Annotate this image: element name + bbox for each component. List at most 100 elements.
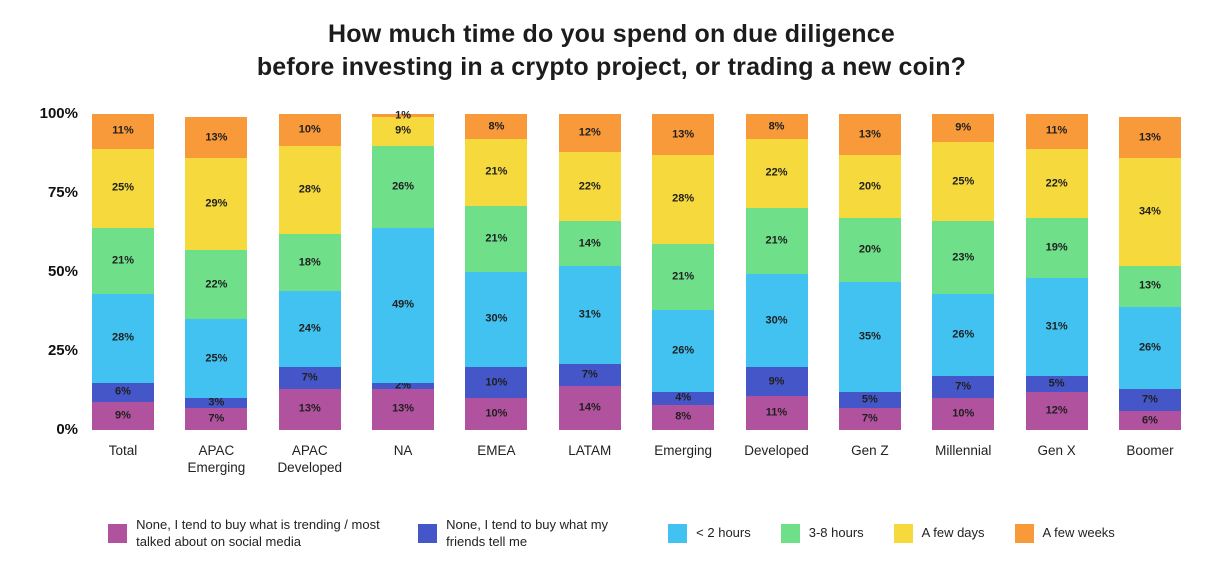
bar-column: 13% 7% 24% 18% 28% 10% APAC Developed (277, 114, 342, 477)
bar-segment: 6% (1118, 411, 1181, 430)
legend-item: < 2 hours (668, 524, 751, 544)
bar-segment: 35% (838, 281, 901, 393)
segment-value-label: 26% (952, 328, 975, 341)
segment-value-label: 13% (672, 128, 695, 141)
stacked-bar: 10% 7% 26% 23% 25% 9% (932, 114, 995, 430)
bar-column: 10% 10% 30% 21% 21% 8% EMEA (465, 114, 528, 477)
segment-value-label: 7% (955, 380, 972, 393)
stacked-bar: 12% 5% 31% 19% 22% 11% (1025, 114, 1088, 430)
bar-segment: 11% (745, 395, 808, 430)
y-axis-label: 0% (56, 421, 78, 438)
bar-segment: 20% (838, 155, 901, 219)
segment-value-label: 22% (205, 278, 228, 291)
stacked-bar: 6% 7% 26% 13% 34% 13% (1118, 114, 1181, 430)
segment-value-label: 22% (1045, 177, 1068, 190)
legend-label: A few days (921, 525, 985, 541)
segment-value-label: 9% (768, 375, 785, 388)
y-axis-label: 25% (47, 342, 78, 359)
bar-segment: 22% (745, 139, 808, 208)
segment-value-label: 9% (955, 121, 972, 134)
legend-item: A few weeks (1014, 524, 1115, 544)
segment-value-label: 7% (301, 371, 318, 384)
bar-segment: 31% (1025, 278, 1088, 377)
bar-segment: 22% (185, 249, 248, 320)
segment-value-label: 14% (578, 237, 601, 250)
bar-segment: 13% (372, 388, 435, 430)
bar-segment: 25% (92, 148, 154, 228)
bar-column: 8% 4% 26% 21% 28% 13% Emerging (652, 114, 715, 477)
bar-segment: 14% (558, 385, 621, 430)
bar-segment: 13% (838, 114, 901, 156)
segment-value-label: 25% (111, 181, 135, 194)
chart-page: How much time do you spend on due dilige… (0, 18, 1223, 585)
segment-value-label: 25% (952, 175, 975, 188)
segment-value-label: 13% (858, 128, 881, 141)
bar-segment: 9% (372, 117, 435, 146)
segment-value-label: 11% (1045, 124, 1068, 137)
stacked-bar: 13% 2% 49% 26% 9% 1% (372, 110, 435, 430)
bar-segment: 1% (372, 110, 435, 121)
bar-segment: 4% (652, 391, 715, 405)
segment-value-label: 12% (578, 126, 601, 139)
segment-value-label: 26% (392, 180, 415, 193)
bar-column: 13% 2% 49% 26% 9% 1% NA (372, 110, 435, 477)
legend-item: None, I tend to buy what my friends tell… (418, 517, 638, 551)
x-axis-label: Developed (744, 443, 809, 458)
legend-swatch (1014, 524, 1034, 544)
legend-item: 3-8 hours (780, 524, 864, 544)
legend: None, I tend to buy what is trending / m… (0, 517, 1223, 551)
stacked-bar: 14% 7% 31% 14% 22% 12% (558, 114, 621, 430)
bar-segment: 5% (838, 392, 901, 408)
bar-segment: 8% (745, 114, 808, 140)
segment-value-label: 11% (765, 406, 788, 419)
segment-value-label: 20% (858, 180, 881, 193)
y-axis-label: 50% (47, 263, 78, 280)
segment-value-label: 30% (765, 314, 788, 326)
x-axis-label: Gen X (1037, 443, 1076, 458)
segment-value-label: 10% (485, 376, 508, 389)
legend-label: None, I tend to buy what is trending / m… (136, 516, 380, 549)
bar-segment: 26% (652, 309, 715, 393)
segment-value-label: 25% (205, 352, 228, 365)
bar-segment: 12% (1025, 392, 1088, 430)
segment-value-label: 35% (858, 330, 881, 343)
segment-value-label: 7% (861, 412, 878, 425)
segment-value-label: 8% (768, 120, 785, 133)
bar-segment: 5% (1025, 376, 1088, 393)
bar-segment: 7% (558, 363, 621, 386)
bar-segment: 23% (932, 221, 995, 295)
bar-column: 6% 7% 26% 13% 34% 13% Boomer (1118, 114, 1181, 477)
bar-column: 12% 5% 31% 19% 22% 11% Gen X (1025, 114, 1088, 477)
segment-value-label: 21% (111, 254, 135, 267)
x-axis-label: NA (393, 443, 413, 458)
bar-segment: 18% (278, 234, 341, 291)
segment-value-label: 19% (1045, 241, 1068, 254)
segment-value-label: 10% (485, 407, 508, 420)
segment-value-label: 10% (952, 407, 975, 420)
segment-value-label: 6% (1142, 414, 1158, 427)
bar-segment: 21% (465, 205, 528, 273)
segment-value-label: 8% (675, 410, 692, 423)
bar-segment: 28% (652, 155, 715, 244)
bar-segment: 31% (558, 265, 621, 364)
segment-value-label: 23% (952, 251, 975, 264)
bar-segment: 20% (838, 218, 901, 282)
bar-segment: 9% (932, 114, 995, 143)
segment-value-label: 29% (205, 197, 228, 210)
segment-value-label: 5% (1048, 377, 1065, 390)
legend-swatch (418, 524, 438, 544)
x-axis-label: EMEA (477, 443, 516, 458)
segment-value-label: 26% (1138, 341, 1161, 354)
segment-value-label: 4% (675, 391, 692, 404)
segment-value-label: 10% (298, 123, 321, 136)
bar-segment: 8% (465, 114, 528, 140)
segment-value-label: 9% (115, 409, 131, 422)
segment-value-label: 11% (112, 124, 134, 137)
stacked-bar: 8% 4% 26% 21% 28% 13% (652, 114, 715, 430)
plot-area: 9% 6% 28% 21% 25% 11% Total 7% 3% 25% 22% 29% 13% APA… (78, 110, 1181, 477)
x-axis-label: Millennial (935, 443, 992, 458)
legend-swatch (780, 524, 800, 544)
bar-segment: 10% (465, 398, 528, 430)
bar-segment: 9% (745, 367, 808, 396)
bar-segment: 14% (558, 221, 621, 266)
